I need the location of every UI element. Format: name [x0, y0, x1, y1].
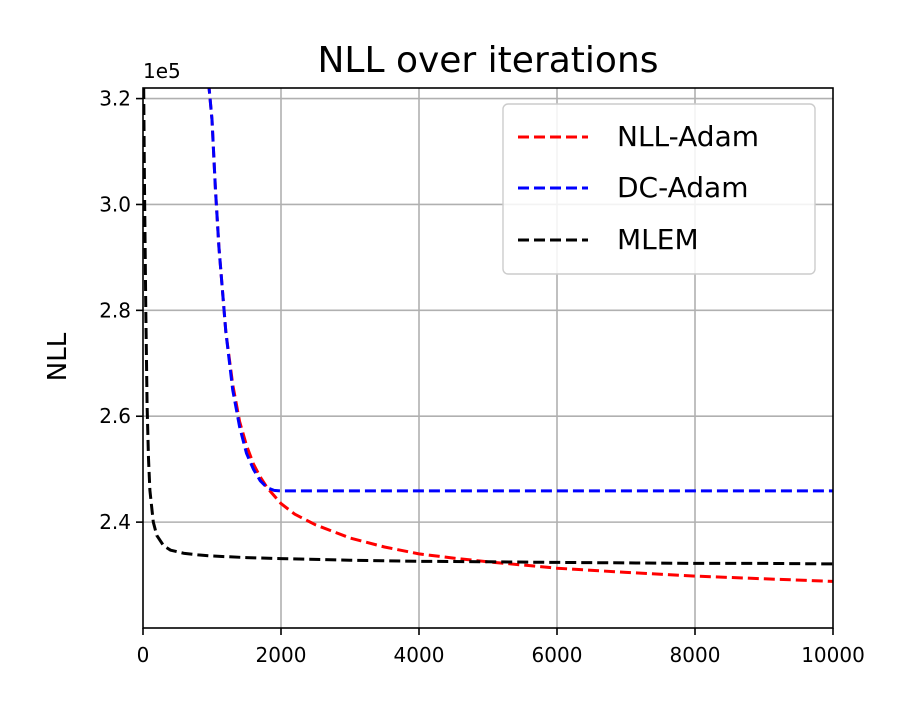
x-tick-label: 8000 [670, 643, 721, 667]
x-tick-label: 6000 [532, 643, 583, 667]
y-axis-ticks: 2.4 2.6 2.8 3.0 3.2 [99, 87, 143, 534]
y-tick-label: 2.4 [99, 510, 131, 534]
y-tick-label: 3.0 [99, 192, 131, 216]
y-axis-label: NLL [43, 332, 73, 381]
y-offset-label: 1e5 [143, 59, 181, 83]
legend-label-dc-adam: DC-Adam [617, 171, 748, 204]
x-tick-label: 0 [137, 643, 150, 667]
plot-frame [142, 87, 834, 629]
series-line-dc-adam [207, 88, 833, 493]
legend-label-nll-adam: NLL-Adam [617, 120, 759, 153]
legend-box [502, 103, 816, 275]
legend-label-mlem: MLEM [617, 223, 699, 256]
legend: NLL-Adam DC-Adam MLEM [502, 103, 816, 275]
y-tick-label: 2.6 [99, 404, 131, 428]
plot-series [143, 88, 833, 583]
x-tick-label: 2000 [256, 643, 307, 667]
chart-title: NLL over iterations [317, 40, 658, 81]
series-line-mlem [143, 88, 833, 566]
y-tick-label: 3.2 [99, 87, 131, 111]
x-axis-ticks: 0 2000 4000 6000 8000 10000 [137, 628, 865, 667]
y-tick-label: 2.8 [99, 298, 131, 322]
x-tick-label: 4000 [394, 643, 445, 667]
x-tick-label: 10000 [801, 643, 865, 667]
